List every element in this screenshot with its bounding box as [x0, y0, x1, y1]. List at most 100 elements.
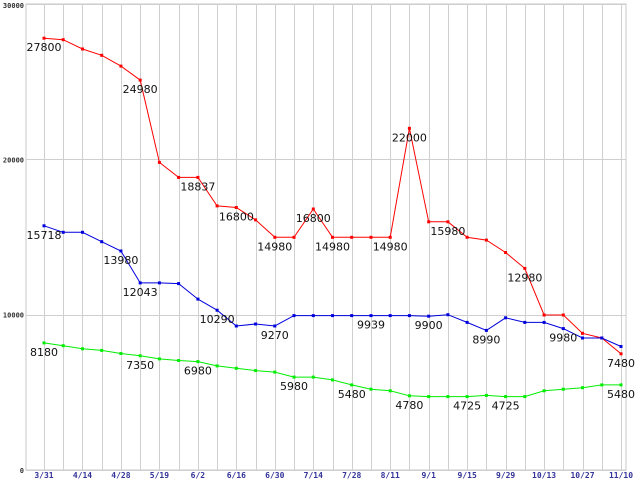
series-3-point — [138, 354, 142, 358]
series-2-point — [427, 314, 431, 318]
series-2-point — [581, 336, 584, 340]
x-tick-label: 11/10 — [609, 471, 633, 480]
series-1-data-label: 12980 — [507, 271, 542, 284]
series-1-data-label: 22000 — [392, 131, 427, 144]
series-2-point — [100, 240, 104, 244]
series-2-point — [331, 314, 334, 318]
series-2-point — [177, 282, 181, 286]
series-1-point — [446, 220, 450, 224]
series-1-point — [388, 235, 392, 239]
series-2-data-label: 9939 — [357, 319, 385, 332]
series-3-point — [311, 375, 315, 379]
series-1-point — [138, 78, 142, 82]
series-2-point — [542, 320, 546, 324]
series-1-data-label: 14980 — [373, 240, 408, 253]
series-2-point — [138, 281, 142, 285]
series-3-data-label: 5480 — [338, 388, 366, 401]
x-tick-label: 7/28 — [342, 471, 361, 480]
series-1-point — [61, 38, 65, 42]
series-2-data-label: 9270 — [261, 329, 289, 342]
series-1-point — [331, 235, 334, 239]
series-3-point — [234, 366, 238, 370]
series-2-data-label: 15718 — [27, 229, 62, 242]
x-tick-label: 9/1 — [421, 471, 436, 480]
series-1-data-label: 15980 — [430, 225, 465, 238]
series-3-point — [100, 348, 104, 352]
grid-layer — [25, 3, 627, 471]
x-tick-label: 7/14 — [304, 471, 323, 480]
series-3-point — [388, 389, 392, 393]
series-3-point — [581, 386, 584, 390]
series-3-point — [254, 369, 258, 373]
series-1-point — [215, 204, 219, 208]
series-layer — [42, 36, 623, 399]
series-3-point — [81, 347, 84, 351]
series-1-point — [273, 235, 277, 239]
y-tick-label: 0 — [20, 467, 24, 475]
series-1-point — [254, 218, 258, 222]
x-tick-label: 6/2 — [191, 471, 206, 480]
series-2-point — [446, 313, 450, 317]
series-2-point — [388, 314, 392, 318]
x-tick-label: 10/27 — [570, 471, 594, 480]
series-2-point — [504, 316, 508, 320]
series-3-point — [542, 389, 546, 393]
series-2-point — [484, 328, 488, 332]
series-2-point — [311, 314, 315, 318]
series-1-point — [350, 235, 354, 239]
series-1-point — [311, 207, 315, 211]
series-1-point — [427, 220, 431, 224]
series-1-data-label: 18837 — [180, 180, 215, 193]
series-2-point — [350, 314, 354, 318]
series-2-point — [619, 345, 623, 348]
series-1-point — [542, 313, 546, 317]
series-2-point — [196, 297, 200, 301]
series-3-point — [157, 357, 161, 361]
series-3-point — [331, 378, 334, 382]
series-2-point — [157, 281, 161, 285]
series-3-point — [42, 341, 46, 345]
series-3-data-label: 7350 — [126, 359, 154, 372]
series-3-data-label: 5980 — [280, 380, 308, 393]
series-3-point — [119, 352, 123, 355]
series-1-point — [157, 160, 161, 164]
x-tick-label: 9/15 — [458, 471, 477, 480]
series-3-point — [61, 344, 65, 348]
series-1-point — [407, 126, 411, 130]
data-label-layer: 27800 24980 18837 16800 14980 16800 14980 14980… — [27, 41, 636, 412]
series-3-data-label: 8180 — [30, 346, 58, 359]
series-1-point — [42, 36, 46, 40]
series-3-point — [446, 395, 450, 399]
axis-layer: 0 10000 20000 30000 3/31 4/14 4/28 5/19 6/2 6/16 6… — [3, 2, 633, 480]
series-3-point — [215, 364, 219, 368]
series-2-point — [234, 324, 238, 328]
series-3-point — [619, 383, 623, 387]
series-3-point — [177, 359, 181, 362]
series-2-point — [42, 224, 46, 228]
series-2-data-label: 13980 — [103, 254, 138, 267]
series-1-data-label: 16800 — [296, 212, 331, 225]
series-2-point — [273, 324, 277, 328]
series-2-point — [523, 320, 527, 324]
series-3-point — [523, 395, 527, 399]
series-1-point — [369, 235, 373, 239]
series-3-data-label: 5480 — [607, 388, 635, 401]
series-2-point — [600, 336, 604, 340]
x-tick-label: 8/11 — [381, 471, 400, 480]
series-2-data-label: 8990 — [472, 333, 500, 346]
series-3-point — [292, 375, 296, 379]
series-1-point — [581, 331, 584, 335]
x-tick-label: 4/28 — [111, 471, 130, 480]
series-1-point — [465, 235, 469, 239]
series-2-point — [254, 322, 258, 326]
series-3-point — [600, 383, 604, 387]
series-1-point — [100, 53, 104, 57]
y-tick-label: 20000 — [3, 156, 24, 164]
series-2-data-label: 9980 — [549, 332, 577, 345]
x-tick-label: 9/29 — [496, 471, 515, 480]
series-1-point — [81, 47, 84, 51]
series-3-point — [465, 395, 469, 399]
series-3-point — [427, 395, 431, 399]
